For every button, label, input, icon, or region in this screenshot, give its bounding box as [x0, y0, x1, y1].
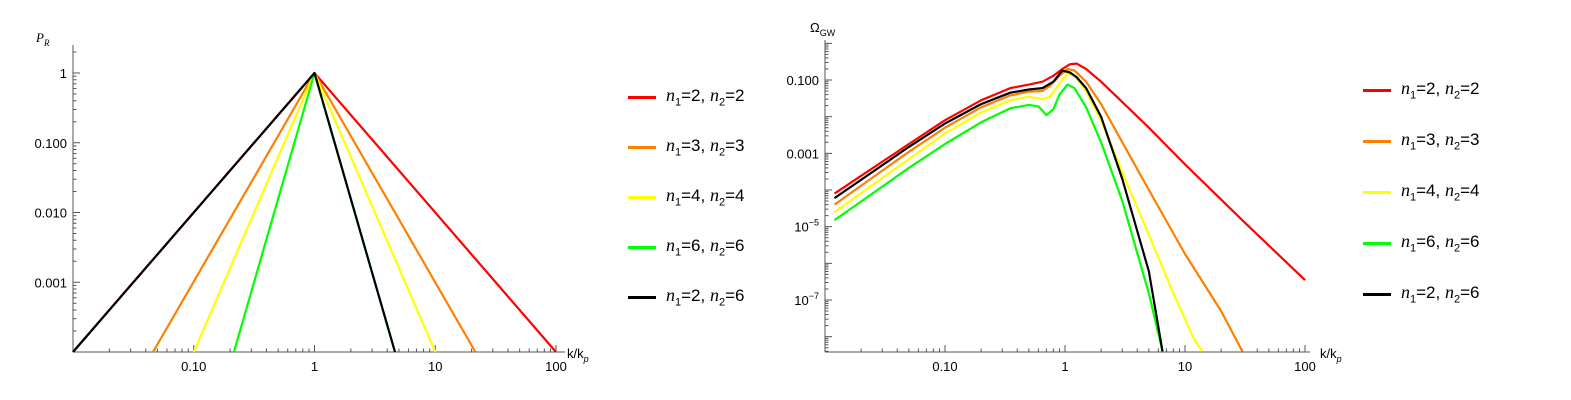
y-tick-label: 0.001 — [34, 275, 67, 290]
y-tick-label: 10−7 — [794, 291, 819, 308]
series-line-4 — [833, 83, 1164, 352]
legend-item: n1=6, n2=6 — [1363, 231, 1480, 255]
x-axis-label: k/kp — [567, 346, 589, 364]
series-line-5 — [833, 69, 1164, 352]
legend-label: n1=3, n2=3 — [666, 135, 745, 159]
legend-label: n1=3, n2=3 — [1401, 129, 1480, 153]
legend-item: n1=6, n2=6 — [628, 235, 745, 259]
series-line-2 — [152, 71, 477, 353]
x-tick-label: 0.10 — [181, 359, 206, 374]
legend-label: n1=2, n2=6 — [1401, 282, 1480, 306]
left-chart-panel: 0.10 1 10 100 1 0.100 0.010 0.001 PR k/kp n1=2, n… — [0, 0, 785, 400]
legend-swatch — [628, 195, 656, 199]
series-group — [833, 62, 1306, 352]
x-tick-label: 0.10 — [932, 359, 957, 374]
legend-swatch — [628, 145, 656, 149]
y-tick-label: 10−5 — [794, 218, 819, 235]
legend-item: n1=2, n2=2 — [628, 85, 745, 109]
legend-label: n1=4, n2=4 — [1401, 180, 1480, 204]
x-tick-label: 10 — [1178, 359, 1192, 374]
legend-label: n1=4, n2=4 — [666, 185, 745, 209]
series-line-3 — [833, 72, 1204, 352]
legend-swatch — [1363, 190, 1391, 194]
legend-swatch — [628, 245, 656, 249]
series-line-2 — [833, 67, 1244, 352]
legend-item: n1=4, n2=4 — [628, 185, 745, 209]
legend-swatch — [628, 95, 656, 99]
legend-swatch — [1363, 88, 1391, 92]
legend-label: n1=6, n2=6 — [1401, 231, 1480, 255]
legend-item: n1=3, n2=3 — [628, 135, 745, 159]
x-axis-label: k/kp — [1320, 346, 1342, 364]
series-line-1 — [833, 62, 1306, 281]
series-line-5 — [72, 71, 397, 353]
series-group — [72, 71, 557, 353]
y-axis-label: PR — [35, 30, 50, 48]
legend-swatch — [628, 295, 656, 299]
power-spectrum-chart: 0.10 1 10 100 1 0.100 0.010 0.001 PR k/kp — [34, 30, 589, 374]
y-tick-label: 0.010 — [34, 206, 67, 221]
x-tick-label: 1 — [1061, 359, 1068, 374]
legend-swatch — [1363, 139, 1391, 143]
legend-item: n1=2, n2=2 — [1363, 78, 1480, 102]
legend-label: n1=2, n2=2 — [666, 85, 745, 109]
legend-item: n1=2, n2=6 — [1363, 282, 1480, 306]
y-tick-label: 0.001 — [786, 146, 819, 161]
legend-item: n1=4, n2=4 — [1363, 180, 1480, 204]
right-chart-panel: 0.10 1 10 100 0.100 0.001 10−5 10−7 ΩGW k/kp n1=2… — [785, 0, 1571, 400]
y-tick-label: 1 — [60, 66, 67, 81]
x-tick-label: 10 — [428, 359, 442, 374]
legend-swatch — [1363, 292, 1391, 296]
legend-label: n1=6, n2=6 — [666, 235, 745, 259]
legend-item: n1=3, n2=3 — [1363, 129, 1480, 153]
y-tick-label: 0.100 — [34, 136, 67, 151]
legend-swatch — [1363, 241, 1391, 245]
series-line-3 — [192, 71, 437, 353]
y-tick-label: 0.100 — [786, 73, 819, 88]
x-tick-label: 100 — [1294, 359, 1316, 374]
x-tick-label: 100 — [545, 359, 567, 374]
legend-label: n1=2, n2=6 — [666, 285, 745, 309]
legend-item: n1=2, n2=6 — [628, 285, 745, 309]
y-axis-label: ΩGW — [810, 20, 836, 38]
x-tick-label: 1 — [311, 359, 318, 374]
series-line-1 — [72, 71, 557, 353]
legend-label: n1=2, n2=2 — [1401, 78, 1480, 102]
gw-spectrum-chart: 0.10 1 10 100 0.100 0.001 10−5 10−7 ΩGW k/kp — [786, 20, 1342, 374]
series-line-4 — [232, 71, 397, 353]
